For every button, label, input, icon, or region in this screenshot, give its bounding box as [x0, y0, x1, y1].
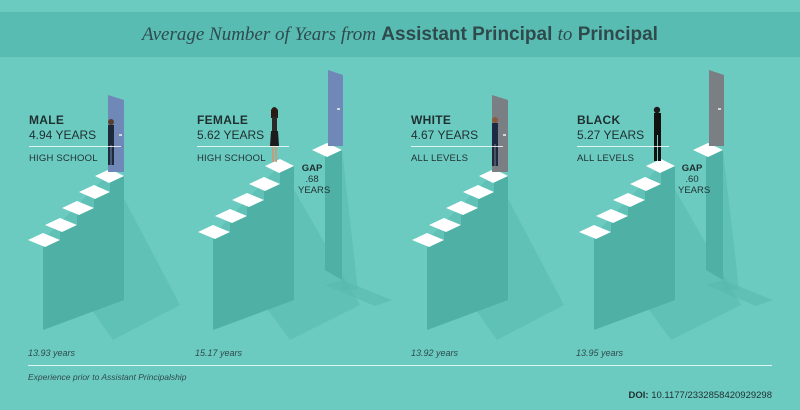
title-part-1: Average Number of Years from — [142, 24, 377, 45]
male-steps — [28, 169, 124, 247]
page-title: Average Number of Years from Assistant P… — [0, 12, 800, 57]
black-door — [709, 70, 724, 146]
group-divider — [577, 146, 669, 147]
group-years: 4.94 YEARS — [29, 128, 97, 142]
gap-word: GAP — [681, 163, 703, 174]
gap-word: GAP — [301, 163, 323, 174]
group-name: BLACK — [577, 113, 621, 127]
white-door-handle — [503, 134, 506, 136]
black-gap-column — [706, 150, 723, 280]
group-name: WHITE — [411, 113, 452, 127]
doi-value: 10.1177/2332858420929298 — [651, 390, 772, 401]
male-figure — [108, 119, 114, 165]
black-steps — [579, 159, 675, 239]
group-level: HIGH SCHOOL — [197, 153, 266, 164]
male-stair-front — [43, 176, 124, 330]
group-years: 5.27 YEARS — [577, 128, 645, 142]
gap-value: .68 — [305, 174, 319, 185]
gap-label-gender: GAP .68 YEARS — [298, 163, 331, 196]
white-staircase — [412, 95, 564, 340]
black-staircase — [579, 70, 773, 340]
footnote: Experience prior to Assistant Principals… — [28, 372, 187, 382]
female-door-handle — [337, 108, 340, 110]
white-figure — [492, 117, 498, 166]
gap-value: .60 — [685, 174, 699, 185]
title-part-2: Assistant Principal — [381, 24, 553, 45]
group-label-black: BLACK 5.27 YEARS ALL LEVELS — [577, 113, 669, 164]
group-divider — [29, 146, 121, 147]
female-gap-column — [325, 150, 342, 280]
female-door — [328, 70, 343, 146]
female-figure — [270, 107, 279, 162]
group-level: ALL LEVELS — [411, 153, 469, 164]
white-steps — [412, 169, 508, 247]
group-name: MALE — [29, 113, 65, 127]
female-gap-step — [312, 143, 342, 157]
group-label-female: FEMALE 5.62 YEARS HIGH SCHOOL — [197, 113, 289, 164]
footer-divider — [28, 365, 772, 366]
male-staircase — [28, 95, 180, 340]
black-gap-step — [693, 143, 723, 157]
group-label-male: MALE 4.94 YEARS HIGH SCHOOL — [29, 113, 121, 164]
female-stair-front — [213, 166, 294, 330]
black-stair-front — [594, 166, 675, 330]
group-divider — [411, 146, 503, 147]
female-staircase — [198, 70, 392, 340]
title-part-3: to — [557, 24, 573, 45]
prior-experience-black: 13.95 years — [576, 348, 624, 358]
black-figure — [653, 106, 661, 161]
prior-experience-male: 13.93 years — [28, 348, 76, 358]
female-steps — [198, 159, 294, 239]
group-name: FEMALE — [197, 113, 249, 127]
white-stair-front — [427, 176, 508, 330]
group-level: HIGH SCHOOL — [29, 153, 98, 164]
doi-citation: DOI: 10.1177/2332858420929298 — [628, 390, 772, 401]
prior-experience-white: 13.92 years — [411, 348, 459, 358]
male-door-handle — [119, 134, 122, 136]
title-banner — [0, 12, 800, 57]
group-years: 4.67 YEARS — [411, 128, 479, 142]
gap-label-race: GAP .60 YEARS — [678, 163, 711, 196]
group-years: 5.62 YEARS — [197, 128, 265, 142]
prior-experience-female: 15.17 years — [195, 348, 243, 358]
title-part-4: Principal — [577, 24, 658, 45]
group-label-white: WHITE 4.67 YEARS ALL LEVELS — [411, 113, 503, 164]
gap-unit: YEARS — [298, 185, 331, 196]
group-divider — [197, 146, 289, 147]
black-door-handle — [718, 108, 721, 110]
gap-unit: YEARS — [678, 185, 711, 196]
group-level: ALL LEVELS — [577, 153, 635, 164]
doi-label: DOI: — [628, 390, 649, 401]
